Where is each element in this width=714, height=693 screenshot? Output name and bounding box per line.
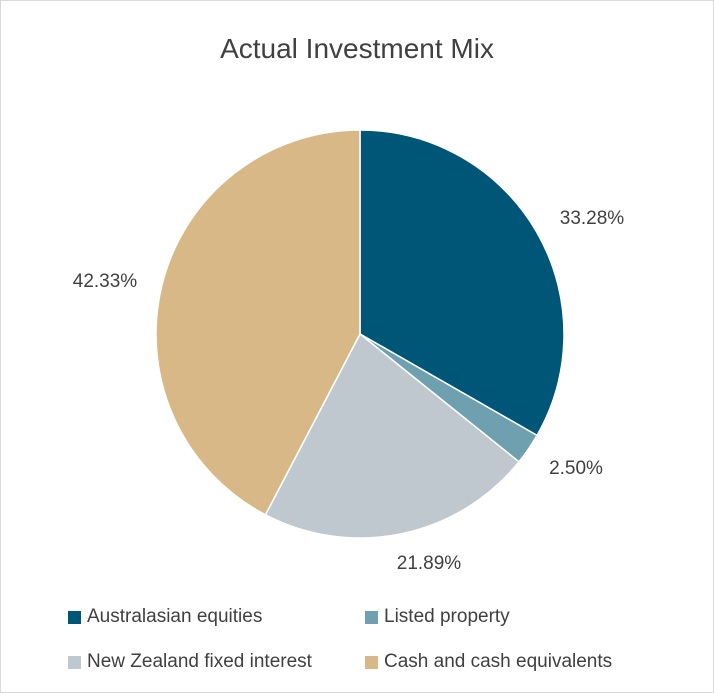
legend-swatch-new-zealand-fixed-interest	[68, 655, 81, 669]
legend-item-australasian-equities: Australasian equities	[68, 606, 262, 628]
legend-swatch-listed-property	[365, 610, 378, 624]
data-label: 42.33%	[73, 271, 138, 292]
chart-title: Actual Investment Mix	[220, 33, 494, 64]
legend-label: New Zealand fixed interest	[87, 651, 312, 672]
pie-slice-cash-and-cash-equivalents	[155, 129, 361, 516]
data-label: 2.50%	[549, 458, 603, 479]
legend-item-new-zealand-fixed-interest: New Zealand fixed interest	[68, 651, 312, 673]
legend-swatch-australasian-equities	[68, 610, 81, 624]
legend-label: Listed property	[384, 606, 510, 627]
legend-item-cash-and-cash-equivalents: Cash and cash equivalents	[365, 651, 612, 673]
pie-slice-australasian-equities	[359, 129, 565, 437]
legend-label: Australasian equities	[87, 606, 263, 627]
data-label: 33.28%	[560, 208, 625, 229]
data-label: 21.89%	[397, 553, 462, 574]
legend-item-listed-property: Listed property	[365, 606, 510, 628]
pie-slice-new-zealand-fixed-interest	[264, 332, 521, 539]
legend-swatch-cash-and-cash-equivalents	[365, 655, 378, 669]
legend-label: Cash and cash equivalents	[384, 651, 613, 672]
